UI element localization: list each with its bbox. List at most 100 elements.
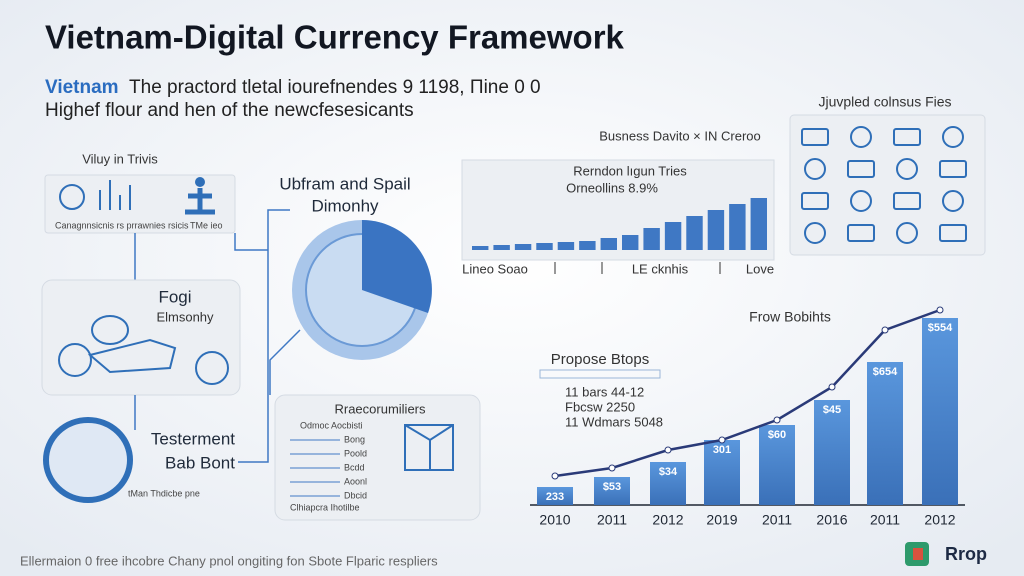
chart-subtitle: Propose Btops — [551, 351, 649, 368]
trend-point — [551, 472, 559, 480]
icon — [87, 338, 177, 374]
panel-caption: tMan Thdicbe pne — [128, 488, 200, 498]
icon — [99, 180, 131, 210]
bar — [600, 238, 617, 250]
x-tick-label: 2011 — [597, 512, 627, 528]
trend-point — [773, 416, 781, 424]
trend-point — [881, 326, 889, 334]
icon — [185, 188, 215, 215]
pie-slice — [362, 220, 432, 313]
icon — [850, 190, 872, 212]
item-text: Bong — [344, 434, 365, 444]
legend-frame — [539, 369, 661, 379]
panel-caption: Canagnnsicnis rs prrawnies rsicis — [55, 220, 189, 230]
panel-box — [274, 394, 481, 521]
icon — [850, 126, 872, 148]
title: Vietnam-Digital Currency Framework — [45, 19, 625, 56]
icon — [939, 160, 967, 178]
icon-grid — [801, 126, 967, 244]
chart-title: Frow Bobihts — [749, 309, 831, 325]
bar-label: 233 — [546, 491, 564, 503]
icon — [893, 192, 921, 210]
icon — [896, 222, 918, 244]
panel-subtitle: Elmsonhy — [156, 309, 214, 324]
icon — [939, 224, 967, 242]
subtitle-line: Vietnam The practord tletal iourefnendes… — [45, 77, 541, 98]
panel-box — [44, 174, 236, 234]
bar — [493, 245, 510, 250]
icon — [58, 343, 92, 377]
panel-box — [41, 279, 241, 396]
connector — [238, 209, 290, 463]
bars: 233 2010 $53 2011 $34 2012 301 2019 $60 2011 $45 20… — [537, 306, 958, 528]
blob-icon — [43, 417, 133, 503]
bar — [814, 400, 850, 505]
bar — [622, 235, 639, 250]
chart-title: Busness Davito × IN Creroo — [599, 128, 760, 143]
panel-title: Rraecorumiliers — [334, 401, 426, 416]
legend-text: 11 Wdmars 5048 — [565, 414, 663, 429]
icon — [804, 222, 826, 244]
bar — [557, 242, 575, 250]
icon — [91, 315, 129, 345]
bar-label: $34 — [659, 466, 678, 478]
x-tick-label: 2012 — [924, 512, 955, 528]
bar — [594, 477, 630, 505]
axis-label: Love — [746, 261, 774, 276]
bar — [643, 228, 660, 250]
bar — [536, 243, 553, 250]
bar — [707, 210, 725, 250]
item-text: Poold — [344, 448, 367, 458]
footer-note: Ellermaion 0 free ihcobre Chany pnol ong… — [20, 553, 438, 568]
icons-title: Jjuvpled colnsus Fies — [818, 94, 951, 110]
panel-title: Testerment — [151, 429, 235, 448]
icon — [404, 424, 454, 470]
item-list: Bong Poold Bcdd Aoonl Dbcid — [290, 434, 367, 500]
trend-point — [828, 383, 836, 391]
icon — [195, 177, 205, 187]
legend-text: 11 bars 44-12 — [565, 384, 644, 399]
panel-title: Fogi — [158, 287, 191, 306]
item-text: Bcdd — [344, 462, 365, 472]
bar — [759, 425, 795, 505]
panel-tag: TMe ieo — [190, 220, 223, 230]
logo-icon — [913, 548, 923, 560]
icon — [804, 158, 826, 180]
trend-point — [608, 464, 616, 472]
x-tick-label: 2016 — [816, 512, 847, 528]
bar-label: 301 — [713, 444, 731, 456]
trend-point — [664, 446, 672, 454]
panel-subtitle: Bab Bont — [165, 453, 235, 472]
icon — [195, 351, 229, 385]
bar-label: $554 — [928, 322, 953, 334]
icon — [59, 184, 85, 210]
bar — [650, 462, 686, 505]
axis-label: Lineo Soao — [462, 261, 528, 276]
icon — [847, 224, 875, 242]
connector — [269, 329, 301, 395]
subtitle-text: The practord tletal iourefnendes 9 1198,… — [129, 77, 541, 98]
axis-label: LE cknhis — [632, 261, 689, 276]
icon — [847, 160, 875, 178]
icons-box — [789, 114, 986, 256]
trend-point — [936, 306, 944, 314]
bar-label: $45 — [823, 404, 841, 416]
top-bars — [472, 198, 767, 250]
icon — [942, 190, 964, 212]
chart-label: Orneollins 8.9% — [566, 180, 658, 195]
icon — [801, 128, 829, 146]
x-tick-label: 2010 — [539, 512, 570, 528]
bar — [537, 487, 573, 505]
bar — [867, 362, 903, 505]
panel-label: Viluy in Trivis — [82, 151, 158, 166]
x-tick-label: 2011 — [870, 512, 900, 528]
bar — [664, 222, 682, 250]
icon — [942, 126, 964, 148]
bar — [514, 244, 532, 250]
bar — [750, 198, 767, 250]
connector — [234, 233, 268, 251]
bar-label: $60 — [768, 429, 786, 441]
bar — [472, 246, 489, 250]
